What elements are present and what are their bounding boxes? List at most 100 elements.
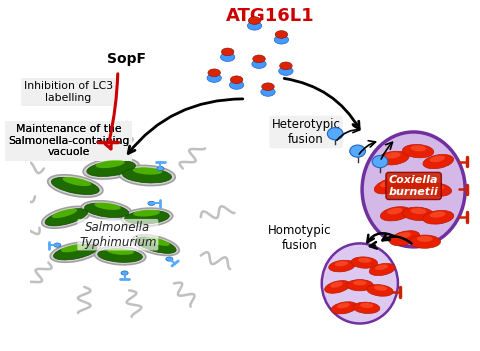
Ellipse shape	[53, 244, 97, 260]
Ellipse shape	[62, 177, 91, 186]
Ellipse shape	[429, 184, 444, 190]
Ellipse shape	[252, 60, 266, 68]
Ellipse shape	[351, 257, 378, 268]
Ellipse shape	[136, 237, 176, 253]
Ellipse shape	[390, 231, 420, 246]
Ellipse shape	[84, 203, 129, 218]
Ellipse shape	[409, 235, 441, 248]
Ellipse shape	[229, 81, 244, 89]
Text: Inhibition of LC3
labelling: Inhibition of LC3 labelling	[24, 81, 113, 103]
Ellipse shape	[329, 260, 355, 272]
Ellipse shape	[387, 208, 402, 214]
Ellipse shape	[121, 208, 173, 226]
Ellipse shape	[145, 237, 170, 246]
Ellipse shape	[360, 303, 373, 308]
Ellipse shape	[420, 183, 452, 196]
Ellipse shape	[367, 285, 393, 296]
Ellipse shape	[372, 155, 388, 168]
Ellipse shape	[380, 180, 395, 187]
Ellipse shape	[274, 35, 288, 44]
Ellipse shape	[48, 175, 103, 197]
Ellipse shape	[96, 160, 125, 168]
Ellipse shape	[221, 48, 234, 56]
Ellipse shape	[324, 280, 350, 293]
Ellipse shape	[423, 154, 454, 169]
Ellipse shape	[87, 161, 135, 177]
Ellipse shape	[375, 264, 388, 270]
Ellipse shape	[369, 264, 395, 276]
Ellipse shape	[208, 69, 220, 77]
Text: Salmonella
Typhimurium: Salmonella Typhimurium	[79, 221, 156, 249]
Ellipse shape	[230, 76, 243, 84]
Ellipse shape	[207, 74, 221, 82]
Ellipse shape	[51, 177, 99, 194]
Ellipse shape	[337, 303, 350, 308]
Ellipse shape	[61, 244, 87, 252]
Ellipse shape	[133, 210, 160, 217]
Ellipse shape	[166, 257, 173, 261]
Ellipse shape	[335, 261, 348, 266]
Ellipse shape	[417, 236, 432, 242]
Ellipse shape	[358, 258, 371, 263]
Ellipse shape	[322, 243, 398, 324]
Ellipse shape	[402, 207, 434, 220]
Ellipse shape	[330, 282, 343, 288]
Text: ATG16L1: ATG16L1	[226, 7, 314, 25]
Ellipse shape	[402, 145, 434, 158]
Ellipse shape	[380, 207, 411, 221]
Ellipse shape	[353, 302, 380, 313]
Ellipse shape	[374, 178, 404, 194]
Ellipse shape	[94, 203, 121, 210]
Ellipse shape	[280, 62, 292, 69]
Ellipse shape	[50, 242, 100, 262]
Ellipse shape	[398, 176, 429, 189]
Ellipse shape	[119, 165, 175, 186]
Text: SopF: SopF	[108, 52, 146, 66]
Text: Maintenance of the
Salmonella-containing
vacuole: Maintenance of the Salmonella-containing…	[8, 124, 129, 157]
Ellipse shape	[385, 152, 401, 158]
Ellipse shape	[248, 17, 261, 24]
Ellipse shape	[121, 271, 128, 275]
Ellipse shape	[350, 145, 365, 157]
Ellipse shape	[406, 177, 421, 183]
Ellipse shape	[261, 87, 275, 96]
Text: Heterotypic
fusion: Heterotypic fusion	[272, 118, 340, 146]
Ellipse shape	[262, 83, 274, 91]
Ellipse shape	[132, 235, 179, 256]
Ellipse shape	[148, 201, 155, 205]
Ellipse shape	[52, 208, 77, 218]
Ellipse shape	[98, 249, 143, 262]
Text: Homotypic
fusion: Homotypic fusion	[267, 224, 331, 252]
Ellipse shape	[423, 211, 454, 224]
Ellipse shape	[220, 53, 235, 61]
Text: Coxiella
burnetii: Coxiella burnetii	[389, 175, 439, 197]
Ellipse shape	[430, 155, 445, 162]
Ellipse shape	[247, 21, 262, 30]
Ellipse shape	[396, 232, 411, 239]
Ellipse shape	[253, 55, 265, 63]
Ellipse shape	[125, 211, 169, 224]
Ellipse shape	[410, 208, 426, 214]
Ellipse shape	[374, 285, 387, 291]
Ellipse shape	[107, 248, 134, 255]
Ellipse shape	[353, 280, 367, 285]
Ellipse shape	[157, 166, 164, 171]
Ellipse shape	[122, 168, 171, 183]
Ellipse shape	[45, 209, 87, 226]
Ellipse shape	[54, 243, 61, 247]
Ellipse shape	[378, 151, 409, 165]
Ellipse shape	[133, 167, 162, 175]
Ellipse shape	[430, 211, 445, 218]
Ellipse shape	[95, 246, 146, 265]
Ellipse shape	[275, 31, 288, 38]
Ellipse shape	[279, 67, 293, 75]
Ellipse shape	[331, 302, 357, 314]
Ellipse shape	[362, 132, 465, 247]
Ellipse shape	[42, 206, 91, 228]
Text: Maintenance of the
Salmonella-containing
vacuole: Maintenance of the Salmonella-containing…	[8, 124, 129, 157]
Ellipse shape	[81, 201, 132, 220]
Ellipse shape	[410, 145, 426, 151]
Ellipse shape	[83, 158, 139, 179]
Ellipse shape	[347, 279, 373, 291]
Ellipse shape	[327, 128, 343, 140]
